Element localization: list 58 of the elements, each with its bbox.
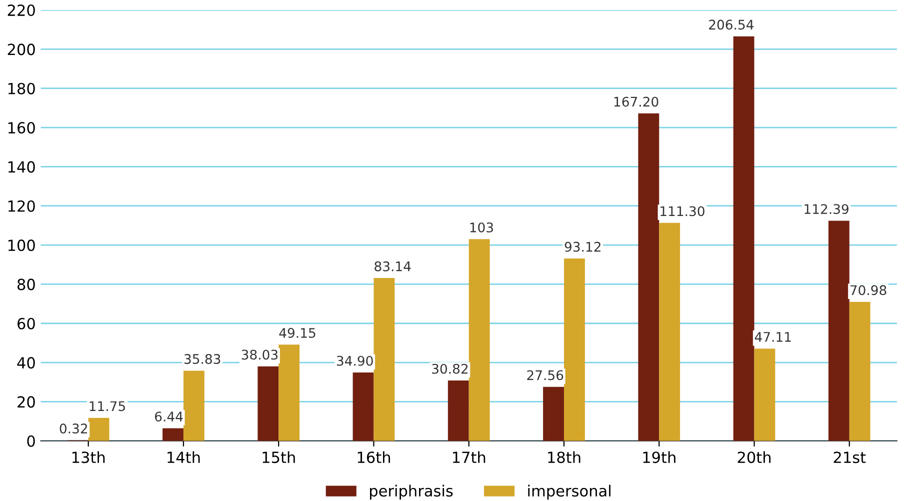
bar xyxy=(659,222,680,441)
bar xyxy=(849,302,870,441)
data-label: 103 xyxy=(470,222,493,232)
bar xyxy=(754,348,776,441)
bar xyxy=(468,239,490,441)
legend-label: impersonal xyxy=(528,484,610,500)
x-tick-label: 17th xyxy=(452,451,486,463)
bar xyxy=(374,278,395,441)
y-tick-label: 180 xyxy=(8,82,35,94)
bar xyxy=(828,220,850,441)
data-label: 70.98 xyxy=(850,285,886,296)
data-label: 30.82 xyxy=(432,364,468,374)
y-tick-label: 80 xyxy=(18,278,35,290)
data-label: 34.90 xyxy=(336,356,373,366)
x-tick-label: 16th xyxy=(358,451,390,464)
bar xyxy=(278,344,300,441)
x-tick-label: 14th xyxy=(168,451,200,463)
bar xyxy=(564,258,585,441)
data-label: 38.03 xyxy=(242,350,278,360)
y-tick-label: 0 xyxy=(27,435,35,447)
data-label: 49.15 xyxy=(279,328,316,338)
y-tick-label: 40 xyxy=(17,357,35,369)
data-label: 27.56 xyxy=(527,370,564,380)
legend-label: periphrasis xyxy=(370,484,453,500)
data-label: 112.39 xyxy=(804,204,848,214)
data-label: 111.30 xyxy=(660,206,704,216)
bar xyxy=(352,372,374,441)
y-tick-label: 220 xyxy=(8,4,35,16)
y-tick-label: 60 xyxy=(18,318,35,330)
x-tick-label: 19th xyxy=(643,451,676,464)
x-tick-label: 18th xyxy=(548,451,580,464)
y-tick-label: 160 xyxy=(8,122,35,134)
y-tick-label: 200 xyxy=(8,44,35,56)
bar xyxy=(183,370,204,441)
data-label: 167.20 xyxy=(614,96,658,107)
bar xyxy=(88,418,110,441)
data-label: 206.54 xyxy=(709,20,754,30)
bar xyxy=(258,366,279,441)
x-tick-label: 13th xyxy=(72,451,105,464)
y-tick-label: 100 xyxy=(8,240,35,252)
data-label: 6.44 xyxy=(155,412,183,422)
y-tick-label: 140 xyxy=(8,161,35,173)
y-tick-label: 120 xyxy=(8,200,35,212)
data-label: 0.32 xyxy=(60,424,88,434)
bar xyxy=(543,386,564,441)
x-tick-label: 21st xyxy=(834,452,866,464)
x-tick-label: 15th xyxy=(262,451,295,464)
x-tick-label: 20th xyxy=(738,451,771,464)
bar xyxy=(638,113,660,441)
data-label: 11.75 xyxy=(90,401,125,412)
data-label: 35.83 xyxy=(184,354,220,364)
data-label: 93.12 xyxy=(564,242,600,252)
data-label: 83.14 xyxy=(374,261,411,272)
bar xyxy=(448,380,469,441)
data-label: 47.11 xyxy=(754,332,791,342)
bar xyxy=(162,428,184,441)
y-tick-label: 20 xyxy=(18,396,35,408)
bar xyxy=(733,36,754,441)
